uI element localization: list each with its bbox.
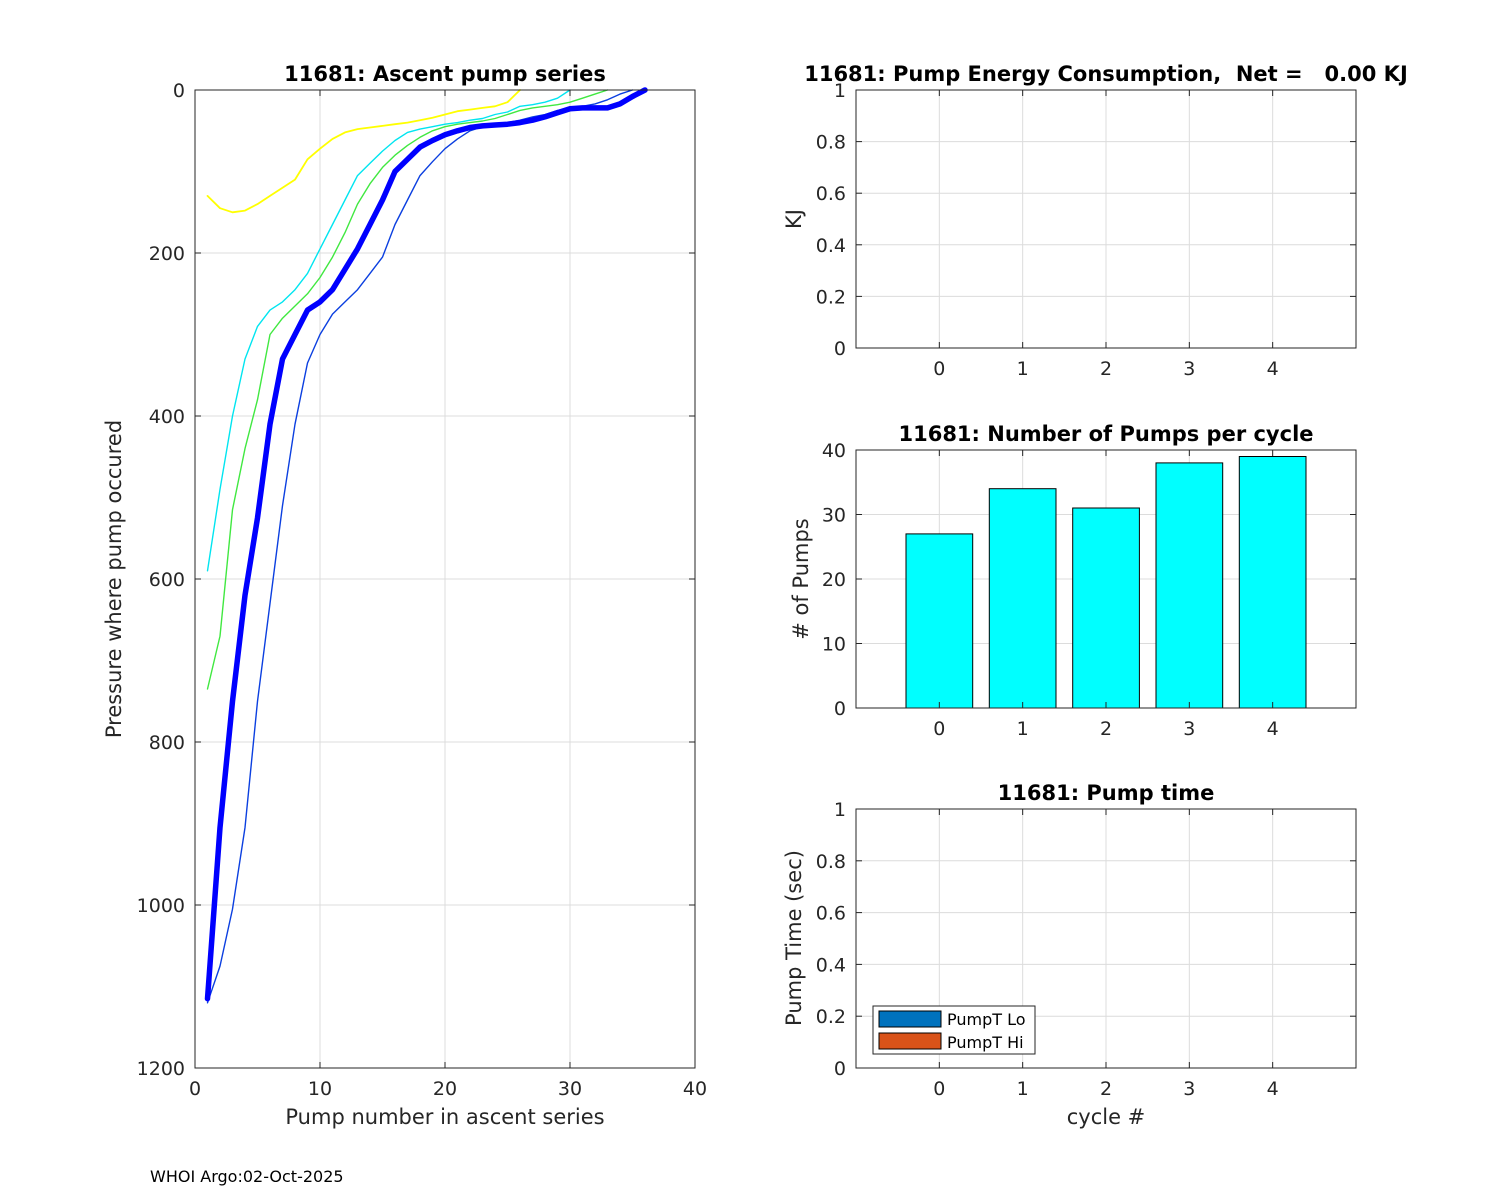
bars (905, 456, 1307, 709)
x-tick-label: 2 (1100, 718, 1112, 740)
y-tick-label: 0.8 (816, 132, 846, 154)
y-tick-label: 1 (834, 80, 846, 102)
y-tick-label: 0 (834, 338, 846, 360)
y-axis-label: Pressure where pump occured (102, 420, 126, 738)
y-tick-label: 40 (822, 440, 846, 462)
series-line-4 (206, 89, 571, 572)
x-axis-label: Pump number in ascent series (285, 1105, 604, 1129)
pumps-per-cycle-panel: 0 1 2 3 4 0 10 20 30 40 11681: Number of Pumps p… (789, 422, 1357, 740)
legend: PumpT Lo PumpT Hi (872, 1005, 1036, 1055)
x-tick-labels: 0 1 2 3 4 (933, 718, 1278, 740)
x-tick-label: 2 (1100, 358, 1112, 380)
x-tick-label: 3 (1183, 358, 1195, 380)
y-tick-label: 0 (834, 1058, 846, 1080)
x-tick-label: 2 (1100, 1078, 1112, 1100)
tick-marks (856, 449, 1356, 709)
legend-label-pumpt-hi: PumpT Hi (947, 1033, 1024, 1052)
x-tick-label: 1 (1017, 358, 1029, 380)
x-tick-label: 3 (1183, 718, 1195, 740)
chart-title: 11681: Pump Energy Consumption, Net = 0.… (804, 62, 1408, 86)
x-tick-labels: 0 1 2 3 4 (933, 358, 1278, 380)
y-tick-labels: 0 10 20 30 40 (822, 440, 846, 720)
ascent-pump-series-panel: 0 10 20 30 40 0 200 400 600 800 1000 1200 11681: A… (102, 62, 707, 1129)
y-axis-label: # of Pumps (789, 518, 813, 640)
y-tick-label: 0.4 (816, 954, 846, 976)
y-tick-label: 200 (149, 243, 185, 265)
tick-marks (856, 808, 1356, 1069)
y-axis-label: KJ (782, 209, 806, 229)
y-tick-labels: 0 0.2 0.4 0.6 0.8 1 (816, 80, 846, 360)
x-tick-label: 1 (1017, 718, 1029, 740)
bar-cycle-3 (1155, 462, 1224, 709)
y-tick-labels: 0 200 400 600 800 1000 1200 (137, 80, 185, 1080)
y-tick-label: 0.8 (816, 851, 846, 873)
y-tick-label: 0.4 (816, 235, 846, 257)
y-tick-label: 600 (149, 569, 185, 591)
footer-text: WHOI Argo:02-Oct-2025 (150, 1167, 344, 1186)
legend-swatch-pumpt-lo (878, 1010, 942, 1028)
legend-swatch-pumpt-hi (878, 1032, 942, 1050)
x-tick-label: 10 (308, 1078, 332, 1100)
chart-title: 11681: Pump time (998, 781, 1215, 805)
series-lines (204, 87, 648, 1004)
x-tick-label: 1 (1017, 1078, 1029, 1100)
chart-title: 11681: Ascent pump series (284, 62, 606, 86)
series-line-2 (204, 87, 648, 1002)
y-tick-label: 0.6 (816, 183, 846, 205)
y-tick-label: 10 (822, 634, 846, 656)
y-tick-label: 30 (822, 505, 846, 527)
pump-time-panel: 0 1 2 3 4 0 0.2 0.4 0.6 0.8 1 11681: Pump time cy… (782, 781, 1357, 1129)
grid (194, 89, 696, 1069)
x-tick-label: 30 (558, 1078, 582, 1100)
x-tick-label: 0 (933, 1078, 945, 1100)
y-tick-label: 1 (834, 799, 846, 821)
bar-cycle-4 (1238, 456, 1307, 709)
y-tick-label: 0 (173, 80, 185, 102)
x-axis-label: cycle # (1067, 1105, 1146, 1129)
series-line-3 (206, 89, 609, 690)
y-tick-label: 1000 (137, 895, 185, 917)
bar-cycle-0 (905, 533, 974, 709)
tick-marks (194, 89, 696, 1069)
tick-marks (856, 89, 1356, 349)
bar-cycle-2 (1072, 507, 1140, 709)
x-tick-label: 3 (1183, 1078, 1195, 1100)
x-tick-label: 40 (683, 1078, 707, 1100)
x-tick-label: 0 (933, 358, 945, 380)
y-tick-label: 20 (822, 569, 846, 591)
bar-cycle-1 (988, 488, 1057, 709)
y-tick-label: 1200 (137, 1058, 185, 1080)
x-tick-labels: 0 1 2 3 4 (933, 1078, 1278, 1100)
pump-energy-panel: 0 1 2 3 4 0 0.2 0.4 0.6 0.8 1 11681: Pump Energy … (782, 62, 1408, 380)
y-axis-label: Pump Time (sec) (782, 850, 806, 1026)
y-tick-label: 400 (149, 406, 185, 428)
y-tick-label: 0.2 (816, 286, 846, 308)
x-tick-label: 4 (1267, 358, 1279, 380)
x-tick-labels: 0 10 20 30 40 (189, 1078, 707, 1100)
legend-label-pumpt-lo: PumpT Lo (947, 1010, 1026, 1029)
x-tick-label: 4 (1267, 1078, 1279, 1100)
x-tick-label: 4 (1267, 718, 1279, 740)
y-tick-label: 0.2 (816, 1006, 846, 1028)
y-tick-label: 800 (149, 732, 185, 754)
y-tick-labels: 0 0.2 0.4 0.6 0.8 1 (816, 799, 846, 1080)
x-tick-label: 0 (933, 718, 945, 740)
y-tick-label: 0 (834, 698, 846, 720)
chart-title: 11681: Number of Pumps per cycle (898, 422, 1313, 446)
series-line-5 (206, 89, 521, 214)
x-tick-label: 0 (189, 1078, 201, 1100)
x-tick-label: 20 (433, 1078, 457, 1100)
y-tick-label: 0.6 (816, 903, 846, 925)
